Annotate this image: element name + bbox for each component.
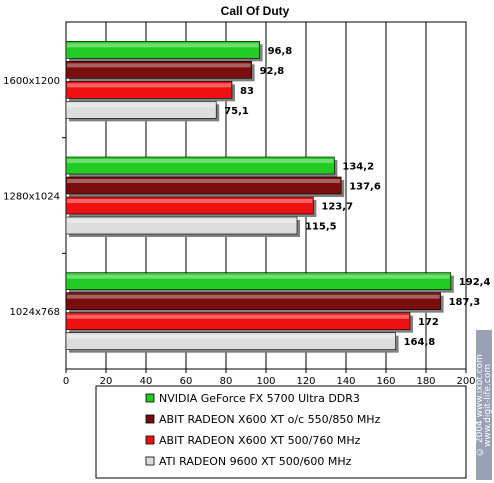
- bar-highlight: [67, 219, 296, 223]
- legend-swatch: [145, 435, 155, 445]
- bar: [65, 312, 411, 330]
- bar-group: [65, 272, 454, 293]
- bar-group: [65, 312, 413, 333]
- legend-label: ABIT RADEON X600 XT 500/760 MHz: [159, 434, 361, 447]
- x-tick-label: 60: [180, 376, 193, 387]
- x-tick-label: 180: [416, 376, 435, 387]
- bar: [65, 61, 252, 79]
- data-label: 115,5: [305, 222, 337, 233]
- data-label: 172: [418, 317, 439, 328]
- bar-highlight: [67, 43, 259, 48]
- data-label: 83: [240, 86, 254, 97]
- legend-box: [95, 385, 467, 479]
- bar-highlight: [67, 274, 450, 279]
- bar-group: [65, 81, 235, 102]
- x-tick-label: 40: [140, 376, 153, 387]
- plot-area: 0 20 40 60 80 100 120 140 160 180 200 1600x1200 96,8…: [3, 21, 491, 387]
- data-label: 134,2: [342, 162, 374, 173]
- legend-label: NVIDIA GeForce FX 5700 Ultra DDR3: [159, 392, 360, 405]
- data-label: 92,8: [260, 66, 285, 77]
- bar: [65, 81, 233, 99]
- legend-swatch: [145, 393, 155, 403]
- bar-group: [65, 332, 399, 353]
- bar-group: [65, 216, 300, 237]
- bar: [65, 216, 298, 235]
- data-label: 164,8: [404, 337, 436, 348]
- watermark-line-2: www.digit-life.com: [483, 363, 493, 447]
- legend-label: ABIT RADEON X600 XT o/c 550/850 MHz: [159, 413, 381, 426]
- x-tick-label: 120: [296, 376, 315, 387]
- bar: [65, 176, 342, 195]
- x-tick-label: 80: [220, 376, 233, 387]
- bar-highlight: [67, 294, 440, 299]
- x-tick-label: 160: [376, 376, 395, 387]
- legend-swatch: [145, 456, 155, 466]
- category-label: 1280x1024: [3, 192, 60, 203]
- bar: [65, 156, 335, 175]
- bar-group: [65, 156, 338, 177]
- data-label: 96,8: [268, 46, 293, 57]
- bar: [65, 41, 260, 59]
- bar-highlight: [67, 103, 216, 108]
- legend: NVIDIA GeForce FX 5700 Ultra DDR3 ABIT RA…: [95, 385, 467, 479]
- bar-highlight: [67, 314, 409, 319]
- bar-highlight: [67, 63, 251, 68]
- x-tick-label: 0: [63, 376, 69, 387]
- legend-label: ATI RADEON 9600 XT 500/600 MHz: [159, 455, 352, 468]
- data-label: 75,1: [224, 106, 249, 117]
- data-label: 123,7: [321, 202, 353, 213]
- x-tick-label: 100: [256, 376, 275, 387]
- bar-highlight: [67, 179, 341, 183]
- bar-group: [65, 61, 255, 82]
- category-label: 1024x768: [10, 307, 60, 318]
- bar-group: [65, 196, 317, 217]
- data-label: 137,6: [349, 182, 381, 193]
- bar: [65, 196, 314, 215]
- bar: [65, 272, 452, 290]
- bar-highlight: [67, 334, 395, 339]
- x-tick-label: 140: [336, 376, 355, 387]
- bar: [65, 292, 441, 310]
- data-label: 187,3: [449, 297, 481, 308]
- bar-group: [65, 292, 444, 313]
- bar-group: [65, 41, 263, 62]
- legend-swatch: [145, 414, 155, 424]
- bar-highlight: [67, 159, 334, 163]
- bar-highlight: [67, 83, 231, 88]
- x-tick-label: 200: [456, 376, 475, 387]
- bar-group: [65, 101, 220, 122]
- data-label: 192,4: [459, 277, 491, 288]
- category-label: 1600x1200: [3, 76, 60, 87]
- chart-title: Call Of Duty: [221, 4, 290, 18]
- watermark: © 2004 www.ixbt.com www.digit-life.com: [475, 330, 493, 480]
- bar: [65, 332, 396, 350]
- bar-highlight: [67, 199, 313, 203]
- bar: [65, 101, 217, 119]
- x-tick-label: 20: [100, 376, 113, 387]
- bar-group: [65, 176, 345, 197]
